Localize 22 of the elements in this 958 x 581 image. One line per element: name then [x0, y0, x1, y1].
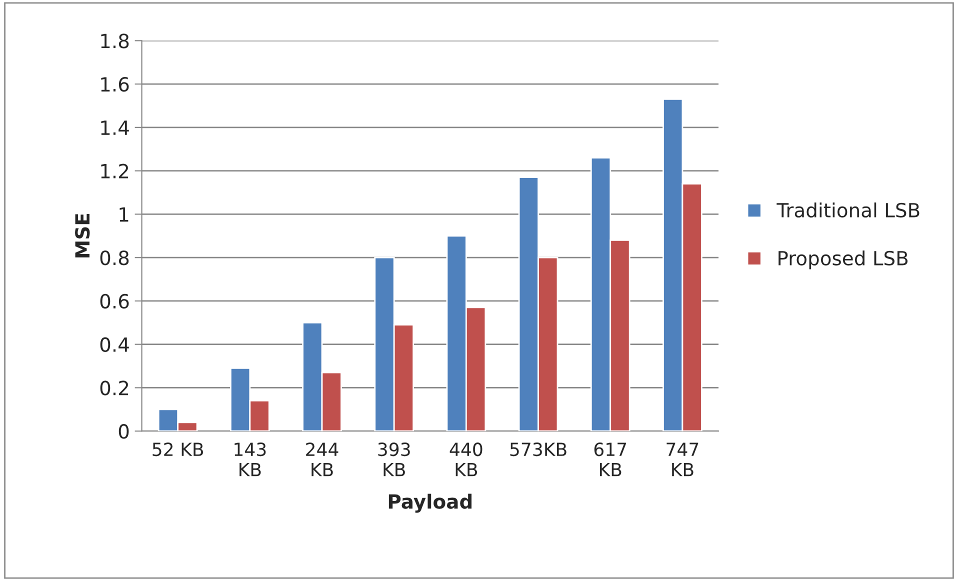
y-tick-label: 0	[118, 424, 129, 439]
y-axis-title: MSE	[75, 214, 90, 258]
y-tick-label: 1.2	[101, 164, 128, 178]
y-tick-label: 0.6	[100, 294, 129, 309]
x-tick-label: 393 KB	[378, 442, 410, 476]
y-tick-label: 1.6	[101, 77, 129, 92]
y-tick-label: 0.4	[100, 337, 129, 352]
legend-label: Proposed LSB	[778, 250, 908, 270]
legend-label: Traditional LSB	[776, 202, 920, 218]
y-tick-label: 1.8	[101, 34, 129, 48]
y-tick-label: 1	[120, 207, 128, 222]
x-tick-label: 143 KB	[234, 442, 266, 476]
y-tick-label: 1.4	[101, 120, 129, 135]
y-tick-label: 0.8	[100, 250, 129, 266]
x-tick-label: 573KB	[510, 442, 566, 456]
x-axis-title: Payload	[388, 494, 472, 513]
x-tick-label: 440 KB	[450, 442, 482, 476]
x-tick-label: 617 KB	[594, 442, 626, 476]
x-tick-label: 747 KB	[666, 442, 698, 476]
x-tick-label: 52 KB	[152, 442, 204, 456]
y-tick-label: 0.2	[100, 380, 128, 396]
x-tick-label: 244 KB	[306, 442, 338, 476]
